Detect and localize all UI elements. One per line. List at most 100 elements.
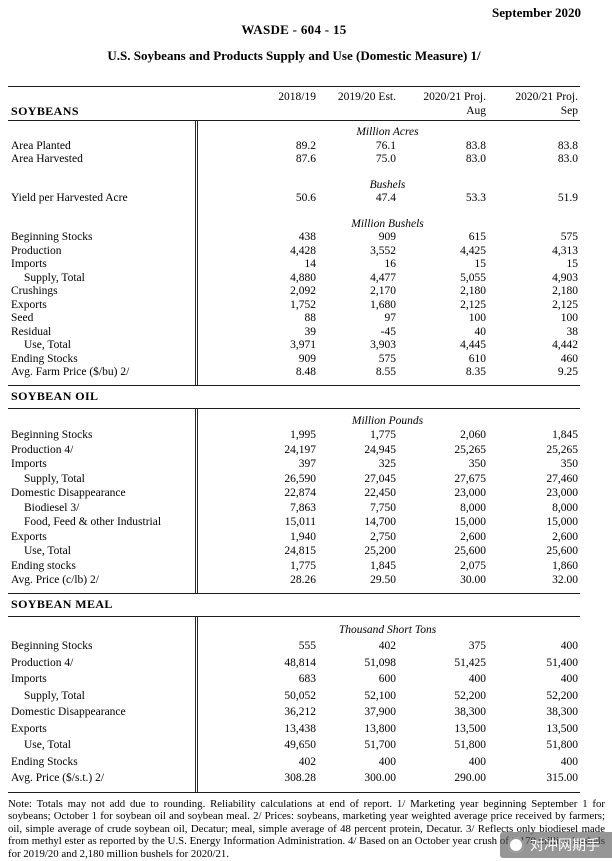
value-cell: 1,680 bbox=[370, 298, 396, 311]
column-header-row: 2018/19 2019/20 Est. 2020/21 Proj. 2020/… bbox=[8, 90, 580, 104]
supply-use-table: 2018/19 2019/20 Est. 2020/21 Proj. 2020/… bbox=[8, 86, 580, 793]
table-row: Imports 14 16 15 15 bbox=[8, 258, 580, 272]
row-label: Supply, Total bbox=[24, 271, 85, 284]
table-row: Supply, Total 26,590 27,045 27,675 27,460 bbox=[8, 472, 580, 487]
value-cell: 50.6 bbox=[295, 192, 316, 204]
row-label: Production bbox=[11, 244, 62, 257]
value-cell: 38 bbox=[566, 325, 579, 338]
value-cell: 1,860 bbox=[552, 559, 578, 572]
table-row: Imports 397 325 350 350 bbox=[8, 457, 580, 472]
table-row: Exports 13,438 13,800 13,500 13,500 bbox=[8, 721, 580, 738]
value-cell: 438 bbox=[298, 231, 316, 243]
value-cell: 3,971 bbox=[290, 339, 316, 351]
value-cell: 402 bbox=[298, 755, 316, 768]
table-row: Yield per Harvested Acre 50.6 47.4 53.3 51.9 bbox=[8, 192, 580, 206]
value-cell: 4,903 bbox=[552, 271, 578, 284]
value-cell: 3,903 bbox=[370, 339, 396, 351]
value-cell: 460 bbox=[560, 352, 578, 365]
unit-label: Million Bushels bbox=[351, 217, 424, 230]
value-cell: 350 bbox=[468, 458, 486, 470]
value-cell: 8.55 bbox=[375, 366, 396, 378]
value-cell: 1,775 bbox=[370, 429, 396, 441]
value-cell: 600 bbox=[378, 673, 396, 685]
table-row: Use, Total 24,815 25,200 25,600 25,600 bbox=[8, 544, 580, 559]
section-title: SOYBEAN MEAL bbox=[11, 596, 113, 611]
value-cell: 52,100 bbox=[364, 689, 396, 702]
value-cell: 39 bbox=[304, 325, 317, 338]
value-cell: 51,800 bbox=[454, 739, 486, 751]
value-cell: 23,000 bbox=[454, 487, 486, 499]
row-label: Seed bbox=[11, 312, 34, 324]
value-cell: 909 bbox=[298, 352, 316, 365]
section-title: SOYBEAN OIL bbox=[11, 388, 99, 403]
row-label: Ending Stocks bbox=[11, 352, 78, 365]
value-cell: 87.6 bbox=[295, 153, 316, 165]
table-row: Ending stocks 1,775 1,845 2,075 1,860 bbox=[8, 559, 580, 574]
table-row: Beginning Stocks 438 909 615 575 bbox=[8, 231, 580, 245]
watermark: 对冲网期手 bbox=[500, 832, 612, 858]
value-cell: 1,845 bbox=[370, 559, 396, 572]
value-cell: 49,650 bbox=[284, 739, 316, 751]
section-body: Million Acres Area Planted 89.2 76.1 83.8 83.… bbox=[8, 121, 580, 385]
table-row: Biodiesel 3/7,863 7,750 8,000 8,000 bbox=[8, 501, 580, 516]
corner-cell bbox=[8, 90, 195, 104]
table-row: Avg. Price (c/lb) 2/28.26 29.50 30.00 32.00 bbox=[8, 573, 580, 588]
value-cell: 15 bbox=[474, 258, 487, 270]
table-top-rule bbox=[8, 86, 580, 87]
value-cell: 8,000 bbox=[460, 501, 486, 514]
value-cell: 400 bbox=[468, 673, 486, 685]
value-cell: 89.2 bbox=[295, 139, 316, 152]
value-cell: 25,600 bbox=[454, 545, 486, 557]
value-cell: 83.0 bbox=[465, 153, 486, 165]
row-label-empty bbox=[8, 622, 195, 639]
value-cell: 22,874 bbox=[284, 487, 316, 499]
value-cell: 30.00 bbox=[460, 574, 486, 586]
table-row: Beginning Stocks 1,995 1,775 2,060 1,845 bbox=[8, 428, 580, 443]
table-row: Supply, Total 50,052 52,100 52,200 52,200 bbox=[8, 688, 580, 705]
value-cell: 2,600 bbox=[552, 530, 578, 543]
value-cell: 28.26 bbox=[290, 574, 316, 586]
row-label: Area Harvested bbox=[11, 153, 83, 165]
value-cell: 24,197 bbox=[284, 443, 316, 456]
value-cell: 83.8 bbox=[557, 139, 578, 152]
header-bottom-rule bbox=[8, 120, 580, 121]
value-cell: 100 bbox=[560, 312, 578, 324]
column-header-2020-21-aug: 2020/21 Proj. bbox=[423, 91, 486, 103]
table-row: Ending Stocks 402 400 400 400 bbox=[8, 754, 580, 771]
value-cell: 38,300 bbox=[546, 706, 578, 718]
value-cell: 27,460 bbox=[546, 472, 578, 485]
row-label: Use, Total bbox=[24, 739, 71, 751]
value-cell: 51,800 bbox=[546, 739, 578, 751]
unit-label: Million Acres bbox=[356, 126, 419, 138]
column-subheader-aug: Aug bbox=[466, 105, 486, 117]
table-row: Ending Stocks 909 575 610 460 bbox=[8, 353, 580, 367]
value-cell: 51,425 bbox=[454, 656, 486, 669]
value-cell: 300.00 bbox=[364, 772, 396, 784]
row-label: Ending Stocks bbox=[11, 755, 78, 768]
table-row: Residual 39 -45 40 38 bbox=[8, 326, 580, 340]
row-label: Yield per Harvested Acre bbox=[11, 192, 128, 204]
unit-row: Million Bushels bbox=[8, 218, 580, 232]
value-cell: 25,600 bbox=[546, 545, 578, 557]
value-cell: 2,180 bbox=[460, 285, 486, 297]
value-cell: 13,500 bbox=[546, 722, 578, 735]
row-label: Exports bbox=[11, 298, 47, 311]
row-label: Area Planted bbox=[11, 139, 71, 152]
value-cell: 8.48 bbox=[295, 366, 316, 378]
value-cell: 4,428 bbox=[290, 244, 316, 257]
section-body: Thousand Short Tons Beginning Stocks 555 40… bbox=[8, 616, 580, 792]
value-cell: 4,445 bbox=[460, 339, 486, 351]
row-label: Production 4/ bbox=[11, 443, 74, 456]
value-cell: 40 bbox=[474, 325, 487, 338]
value-cell: 4,425 bbox=[460, 244, 486, 257]
watermark-text: 对冲网期手 bbox=[530, 838, 600, 854]
value-cell: 1,940 bbox=[290, 530, 316, 543]
value-cell: 4,313 bbox=[552, 244, 578, 257]
value-cell: 25,200 bbox=[364, 545, 396, 557]
value-cell: 53.3 bbox=[465, 192, 486, 204]
table-bottom-rule bbox=[8, 791, 580, 793]
row-label: Imports bbox=[11, 458, 47, 470]
column-subheader-row: SOYBEANS Aug Sep bbox=[8, 104, 580, 118]
value-cell: 8,000 bbox=[552, 501, 578, 514]
section-divider bbox=[8, 384, 580, 386]
